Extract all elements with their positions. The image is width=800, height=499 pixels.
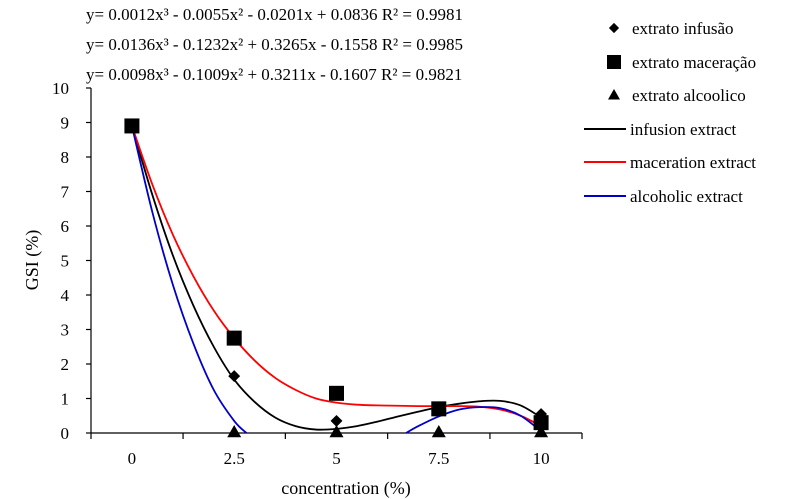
- y-tick-label: 10: [52, 79, 69, 98]
- y-tick-label: 1: [61, 390, 70, 409]
- equation-3: y= 0.0098x³ - 0.1009x² + 0.3211x - 0.160…: [86, 65, 462, 84]
- marker-diamond: [228, 370, 241, 383]
- trend-line-maceration-extract: [131, 125, 542, 427]
- x-tick-label: 2.5: [224, 449, 245, 468]
- x-axis-title: concentration (%): [281, 478, 410, 499]
- legend-label: alcoholic extract: [630, 187, 743, 206]
- equation-crop-mask-2: [578, 62, 606, 90]
- marker-triangle: [431, 425, 446, 438]
- marker-square: [226, 330, 242, 346]
- x-tick-label: 7.5: [428, 449, 449, 468]
- trend-line-alcoholic-extract: [131, 125, 248, 434]
- legend-label: extrato infusão: [632, 19, 734, 38]
- y-tick-label: 3: [61, 321, 70, 340]
- marker-square: [533, 415, 549, 431]
- legend-marker-square: [607, 55, 621, 69]
- marker-square: [124, 118, 140, 134]
- x-tick-label: 10: [533, 449, 550, 468]
- y-tick-label: 2: [61, 355, 70, 374]
- legend-marker-diamond: [608, 22, 620, 34]
- marker-triangle: [227, 425, 242, 438]
- y-tick-label: 0: [61, 424, 70, 443]
- x-tick-label: 0: [128, 449, 137, 468]
- legend-label: infusion extract: [630, 120, 736, 139]
- y-axis-title: GSI (%): [22, 230, 43, 291]
- legend-label: extrato maceração: [632, 53, 756, 72]
- y-tick-label: 8: [61, 148, 70, 167]
- x-tick-label: 5: [332, 449, 341, 468]
- legend-marker-triangle: [608, 89, 620, 100]
- y-tick-label: 6: [61, 217, 70, 236]
- legend-label: maceration extract: [630, 153, 756, 172]
- marker-square: [431, 401, 447, 417]
- marker-diamond: [330, 414, 343, 427]
- equation-1: y= 0.0012x³ - 0.0055x² - 0.0201x + 0.083…: [86, 5, 463, 24]
- legend-label: extrato alcoolico: [632, 86, 746, 105]
- y-tick-label: 9: [61, 114, 70, 133]
- y-tick-label: 7: [61, 183, 70, 202]
- trend-line-alcoholic-extract-segment: [405, 406, 542, 434]
- equation-2: y= 0.0136x³ - 0.1232x² + 0.3265x - 0.155…: [86, 35, 463, 54]
- legend: extrato infusão extrato maceração extrato …: [584, 19, 756, 206]
- marker-triangle: [329, 425, 344, 438]
- y-tick-label: 4: [61, 286, 70, 305]
- marker-triangle: [534, 425, 549, 438]
- marker-square: [329, 385, 344, 401]
- y-tick-label: 5: [61, 252, 70, 271]
